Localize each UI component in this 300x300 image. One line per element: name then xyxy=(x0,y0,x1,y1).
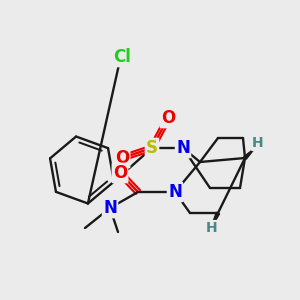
Text: S: S xyxy=(146,139,158,157)
Polygon shape xyxy=(210,212,220,230)
Text: N: N xyxy=(103,199,117,217)
Text: H: H xyxy=(206,221,218,235)
Text: O: O xyxy=(115,149,129,167)
Text: N: N xyxy=(168,183,182,201)
Text: H: H xyxy=(252,136,264,150)
Text: O: O xyxy=(113,164,127,182)
Text: O: O xyxy=(161,109,175,127)
Text: Cl: Cl xyxy=(113,48,131,66)
Polygon shape xyxy=(244,148,255,159)
Text: N: N xyxy=(176,139,190,157)
